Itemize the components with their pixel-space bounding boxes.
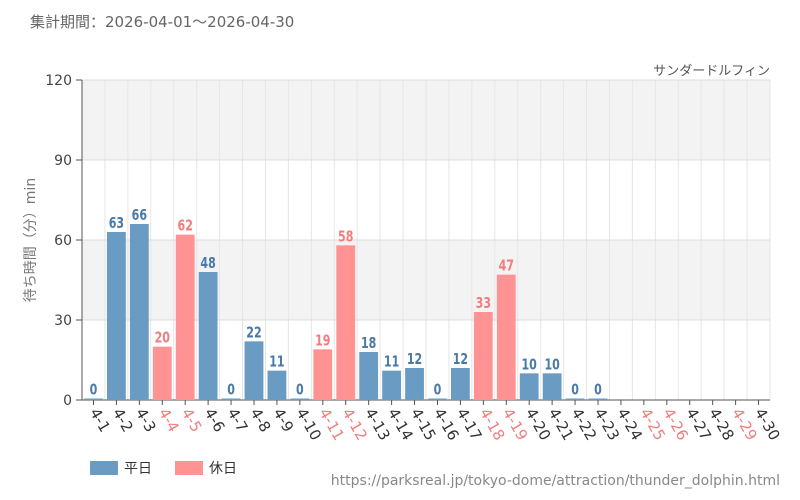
bar: [267, 370, 287, 400]
bar-value-label: 12: [407, 351, 422, 368]
bar: [129, 224, 149, 400]
bar-value-label: 62: [178, 218, 193, 235]
y-tick-label: 30: [54, 313, 72, 329]
bar: [496, 274, 516, 400]
bar-value-label: 10: [544, 356, 559, 373]
legend-weekday-swatch: [90, 461, 118, 475]
bar: [382, 370, 402, 400]
bar: [244, 341, 264, 400]
bar: [542, 373, 562, 400]
bar-value-label: 0: [227, 381, 235, 398]
x-tick-label: 4-8: [247, 405, 275, 435]
bar: [313, 349, 333, 400]
x-tick-label: 4-7: [224, 405, 252, 435]
bar-value-label: 19: [315, 332, 330, 349]
x-tick-label: 4-6: [201, 405, 229, 435]
bar-value-label: 63: [109, 215, 124, 232]
x-tick-label: 4-3: [132, 405, 160, 435]
bar-value-label: 12: [453, 351, 468, 368]
source-url: https://parksreal.jp/tokyo-dome/attracti…: [330, 473, 780, 489]
legend-holiday: 休日: [175, 458, 237, 478]
y-tick-label: 90: [54, 153, 72, 169]
bar: [336, 245, 356, 400]
x-tick-label: 4-9: [269, 405, 297, 435]
bar-value-label: 33: [476, 295, 491, 312]
bar-value-label: 66: [132, 207, 147, 224]
bar: [405, 368, 424, 400]
bar-value-label: 10: [522, 356, 537, 373]
bar-value-label: 47: [499, 258, 514, 275]
bar: [450, 368, 470, 400]
bar-value-label: 18: [361, 335, 376, 352]
period-label: 集計期間：2026-04-01～2026-04-30: [30, 13, 295, 31]
bar: [588, 398, 608, 400]
bar: [106, 232, 126, 400]
legend-weekday-label: 平日: [124, 461, 152, 477]
x-tick-label: 4-1: [86, 405, 114, 435]
bar-value-label: 22: [246, 324, 261, 341]
bar-value-label: 0: [296, 381, 304, 398]
bar: [84, 398, 103, 400]
bar: [198, 272, 218, 400]
bar-value-label: 0: [594, 381, 602, 398]
bar: [290, 398, 310, 400]
bar-value-label: 20: [155, 330, 170, 347]
legend-holiday-swatch: [175, 461, 203, 475]
bar-value-label: 11: [384, 354, 399, 371]
chart-title: サンダードルフィン: [653, 64, 770, 79]
bar: [519, 373, 539, 400]
y-tick-label: 120: [45, 73, 72, 89]
bar-value-label: 0: [434, 381, 442, 398]
legend-holiday-label: 休日: [209, 461, 237, 477]
bar: [359, 352, 379, 400]
y-tick-label: 0: [63, 393, 72, 409]
bar-value-label: 0: [571, 381, 579, 398]
x-tick-label: 4-4: [155, 405, 183, 435]
bar: [152, 346, 172, 400]
y-tick-label: 60: [54, 233, 72, 249]
x-tick-label: 4-5: [178, 405, 206, 435]
bar: [473, 312, 493, 400]
bar: [428, 398, 447, 400]
bar-value-label: 0: [90, 381, 98, 398]
bar-value-label: 48: [200, 255, 215, 272]
bar-value-label: 11: [269, 354, 284, 371]
x-tick-label: 4-2: [109, 405, 137, 435]
legend-weekday: 平日: [90, 458, 152, 478]
bar-value-label: 58: [338, 228, 353, 245]
bar: [221, 398, 241, 400]
bar: [175, 234, 195, 400]
bar: [565, 398, 585, 400]
